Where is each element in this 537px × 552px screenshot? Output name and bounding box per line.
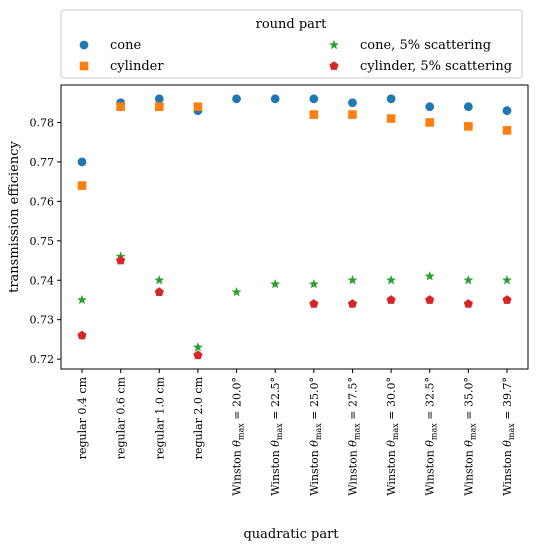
data-point <box>502 126 512 135</box>
y-tick-label: 0.77 <box>30 156 55 169</box>
data-point <box>424 271 435 281</box>
data-point <box>386 94 396 104</box>
data-point <box>77 330 87 340</box>
data-point <box>77 181 87 190</box>
data-point <box>386 275 397 285</box>
data-point <box>309 110 319 119</box>
data-point <box>386 114 396 123</box>
data-point <box>77 294 87 305</box>
data-point <box>502 275 512 285</box>
data-point <box>116 255 126 265</box>
x-tick-label: regular 0.6 cm <box>115 376 128 459</box>
x-tick-label: Winston θmax = 32.5° <box>424 377 439 496</box>
data-point <box>270 94 280 104</box>
data-point <box>425 102 435 112</box>
data-point <box>309 94 319 104</box>
y-tick-label: 0.78 <box>30 116 55 129</box>
x-tick-label: Winston θmax = 27.5° <box>346 377 361 496</box>
x-tick-label: Winston θmax = 22.5° <box>269 377 284 496</box>
x-tick-label: regular 2.0 cm <box>192 376 205 459</box>
legend-marker <box>79 40 89 50</box>
data-point <box>193 102 203 111</box>
data-point <box>116 102 125 111</box>
plot-area <box>60 84 529 370</box>
data-point <box>192 342 203 352</box>
legend-box <box>60 9 523 79</box>
x-tick-label: Winston θmax = 25.0° <box>308 377 323 496</box>
data-point <box>464 122 473 131</box>
x-tick-label: Winston θmax = 30.0° <box>385 377 400 496</box>
x-tick-label: regular 1.0 cm <box>153 376 166 459</box>
x-tick-label: Winston θmax = 35.0° <box>462 377 477 496</box>
y-tick-label: 0.73 <box>30 314 55 327</box>
x-tick-label: Winston θmax = 39.7° <box>501 377 516 496</box>
data-point <box>502 106 512 116</box>
data-point <box>154 94 164 104</box>
data-point <box>308 278 319 289</box>
legend-marker <box>79 61 89 71</box>
legend-marker <box>329 39 339 50</box>
data-point <box>348 98 357 108</box>
data-point <box>270 278 281 289</box>
x-tick-label: regular 0.4 cm <box>76 376 89 459</box>
legend-label: cone <box>110 38 141 53</box>
data-point <box>193 350 203 360</box>
data-point <box>502 295 512 304</box>
data-point <box>347 299 358 308</box>
data-point <box>463 275 474 285</box>
data-point <box>463 102 473 112</box>
legend-label: cylinder <box>110 59 164 74</box>
legend-label: cone, 5% scattering <box>360 38 491 53</box>
legend: round part cone cylinder cone, 5% scatterin… <box>60 9 523 79</box>
data-point <box>309 299 319 308</box>
data-point <box>348 110 357 119</box>
y-tick-label: 0.74 <box>30 274 55 287</box>
legend-label: cylinder, 5% scattering <box>360 59 512 74</box>
data-point <box>77 157 87 167</box>
legend-title: round part <box>256 17 328 32</box>
data-point <box>347 275 358 285</box>
data-point <box>154 287 164 296</box>
y-axis-label: transmission efficiency <box>7 140 22 292</box>
legend-marker <box>329 61 339 70</box>
x-tick-label: Winston θmax = 20.0° <box>231 377 246 496</box>
x-axis-label: quadratic part <box>243 527 339 542</box>
y-tick-label: 0.76 <box>30 195 55 208</box>
y-tick-label: 0.72 <box>30 353 55 366</box>
x-axis: regular 0.4 cm regular 0.6 cm regular 1.0 … <box>76 369 516 496</box>
plot-frame <box>60 84 529 370</box>
data-point <box>154 102 164 111</box>
data-point <box>231 286 242 297</box>
data-point <box>386 295 396 304</box>
data-point <box>154 275 165 285</box>
y-axis: 0.72 0.73 0.74 0.75 0.76 0.77 0.78 <box>30 116 61 366</box>
data-point <box>425 295 435 304</box>
data-point <box>425 118 435 127</box>
y-tick-label: 0.75 <box>30 235 55 248</box>
data-point <box>232 94 241 104</box>
data-point <box>463 299 473 308</box>
